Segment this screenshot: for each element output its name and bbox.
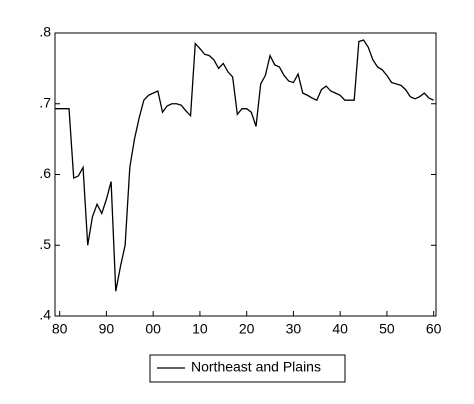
x-tick-label: 00 — [145, 321, 161, 337]
y-tick-label: .7 — [39, 94, 51, 110]
plot-frame — [54, 32, 437, 317]
y-tick-label: .4 — [39, 307, 51, 323]
y-tick-label: .8 — [39, 24, 51, 40]
y-tick-label: .6 — [39, 165, 51, 181]
legend-label: Northeast and Plains — [191, 359, 321, 375]
x-tick-label: 10 — [192, 321, 208, 337]
x-tick-label: 80 — [52, 321, 68, 337]
x-tick-label: 40 — [332, 321, 348, 337]
y-tick-label: .5 — [39, 236, 51, 252]
x-tick-label: 60 — [426, 321, 442, 337]
x-tick-label: 50 — [379, 321, 395, 337]
x-tick-label: 30 — [286, 321, 302, 337]
legend-box — [149, 354, 346, 383]
x-tick-label: 90 — [99, 321, 115, 337]
x-tick-label: 20 — [239, 321, 255, 337]
data-line — [55, 39, 434, 292]
